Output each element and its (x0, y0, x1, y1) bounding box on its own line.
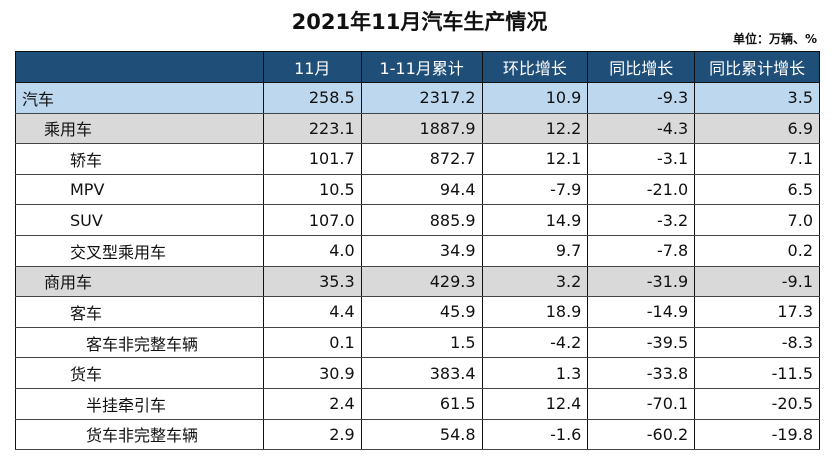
row-label: SUV (15, 204, 264, 236)
table-row: 客车非完整车辆 0.1 1.5 -4.2 -39.5 -8.3 (15, 327, 820, 359)
row-label: 交叉型乘用车 (15, 235, 264, 267)
cell-value: 223.1 (262, 113, 362, 145)
cell-value: 12.4 (481, 388, 589, 420)
cell-value: 1887.9 (360, 113, 483, 145)
row-label: 乘用车 (15, 113, 264, 145)
cell-value: -11.5 (694, 357, 820, 389)
cell-value: 872.7 (360, 143, 483, 175)
cell-value: 4.4 (262, 296, 362, 328)
cell-value: -3.1 (587, 143, 696, 175)
table-row: 半挂牵引车 2.4 61.5 12.4 -70.1 -20.5 (15, 388, 820, 420)
cell-value: -7.8 (587, 235, 696, 267)
cell-value: -39.5 (587, 327, 696, 359)
column-header: 环比增长 (481, 51, 589, 83)
table-row: 货车 30.9 383.4 1.3 -33.8 -11.5 (15, 357, 820, 389)
cell-value: 9.7 (481, 235, 589, 267)
column-header (15, 51, 264, 83)
column-header: 1-11月累计 (360, 51, 483, 83)
cell-value: 258.5 (262, 82, 362, 114)
table-row: MPV 10.5 94.4 -7.9 -21.0 6.5 (15, 174, 820, 206)
cell-value: -9.1 (694, 266, 820, 298)
cell-value: 107.0 (262, 204, 362, 236)
cell-value: -20.5 (694, 388, 820, 420)
cell-value: -7.9 (481, 174, 589, 206)
column-header: 同比累计增长 (694, 51, 820, 83)
cell-value: 10.9 (481, 82, 589, 114)
cell-value: 6.5 (694, 174, 820, 206)
cell-value: -4.3 (587, 113, 696, 145)
cell-value: 7.0 (694, 204, 820, 236)
cell-value: 4.0 (262, 235, 362, 267)
cell-value: -19.8 (694, 419, 820, 451)
cell-value: -21.0 (587, 174, 696, 206)
cell-value: 2317.2 (360, 82, 483, 114)
table-row: 商用车 35.3 429.3 3.2 -31.9 -9.1 (15, 266, 820, 298)
table-row: 汽车 258.5 2317.2 10.9 -9.3 3.5 (15, 82, 820, 114)
cell-value: 1.3 (481, 357, 589, 389)
cell-value: -8.3 (694, 327, 820, 359)
cell-value: 54.8 (360, 419, 483, 451)
cell-value: 6.9 (694, 113, 820, 145)
cell-value: 1.5 (360, 327, 483, 359)
cell-value: 17.3 (694, 296, 820, 328)
cell-value: 14.9 (481, 204, 589, 236)
cell-value: -33.8 (587, 357, 696, 389)
cell-value: 3.5 (694, 82, 820, 114)
cell-value: -70.1 (587, 388, 696, 420)
cell-value: 45.9 (360, 296, 483, 328)
cell-value: 0.2 (694, 235, 820, 267)
cell-value: -60.2 (587, 419, 696, 451)
production-table: 11月 1-11月累计 环比增长 同比增长 同比累计增长 汽车 258.5 2317.2 10… (15, 51, 820, 451)
cell-value: 0.1 (262, 327, 362, 359)
cell-value: 2.4 (262, 388, 362, 420)
cell-value: 101.7 (262, 143, 362, 175)
cell-value: 7.1 (694, 143, 820, 175)
cell-value: -1.6 (481, 419, 589, 451)
cell-value: 61.5 (360, 388, 483, 420)
header-row: 11月 1-11月累计 环比增长 同比增长 同比累计增长 (15, 51, 820, 83)
cell-value: 30.9 (262, 357, 362, 389)
cell-value: 3.2 (481, 266, 589, 298)
row-label: 汽车 (15, 82, 264, 114)
cell-value: 2.9 (262, 419, 362, 451)
row-label: 客车非完整车辆 (15, 327, 264, 359)
cell-value: 18.9 (481, 296, 589, 328)
cell-value: -4.2 (481, 327, 589, 359)
page-title: 2021年11月汽车生产情况 (291, 10, 548, 34)
table-row: 客车 4.4 45.9 18.9 -14.9 17.3 (15, 296, 820, 328)
cell-value: -14.9 (587, 296, 696, 328)
cell-value: 12.1 (481, 143, 589, 175)
column-header: 11月 (262, 51, 362, 83)
row-label: 轿车 (15, 143, 264, 175)
table-row: 乘用车 223.1 1887.9 12.2 -4.3 6.9 (15, 113, 820, 145)
cell-value: 10.5 (262, 174, 362, 206)
table-row: SUV 107.0 885.9 14.9 -3.2 7.0 (15, 204, 820, 236)
row-label: 客车 (15, 296, 264, 328)
unit-label: 单位：万辆、% (732, 32, 817, 46)
cell-value: 429.3 (360, 266, 483, 298)
cell-value: 12.2 (481, 113, 589, 145)
cell-value: 383.4 (360, 357, 483, 389)
table-row: 交叉型乘用车 4.0 34.9 9.7 -7.8 0.2 (15, 235, 820, 267)
row-label: 半挂牵引车 (15, 388, 264, 420)
cell-value: -9.3 (587, 82, 696, 114)
row-label: 商用车 (15, 266, 264, 298)
cell-value: -31.9 (587, 266, 696, 298)
row-label: 货车 (15, 357, 264, 389)
cell-value: -3.2 (587, 204, 696, 236)
cell-value: 34.9 (360, 235, 483, 267)
column-header: 同比增长 (587, 51, 696, 83)
row-label: 货车非完整车辆 (15, 419, 264, 451)
table-row: 货车非完整车辆 2.9 54.8 -1.6 -60.2 -19.8 (15, 419, 820, 451)
cell-value: 35.3 (262, 266, 362, 298)
row-label: MPV (15, 174, 264, 206)
cell-value: 94.4 (360, 174, 483, 206)
table-row: 轿车 101.7 872.7 12.1 -3.1 7.1 (15, 143, 820, 175)
cell-value: 885.9 (360, 204, 483, 236)
